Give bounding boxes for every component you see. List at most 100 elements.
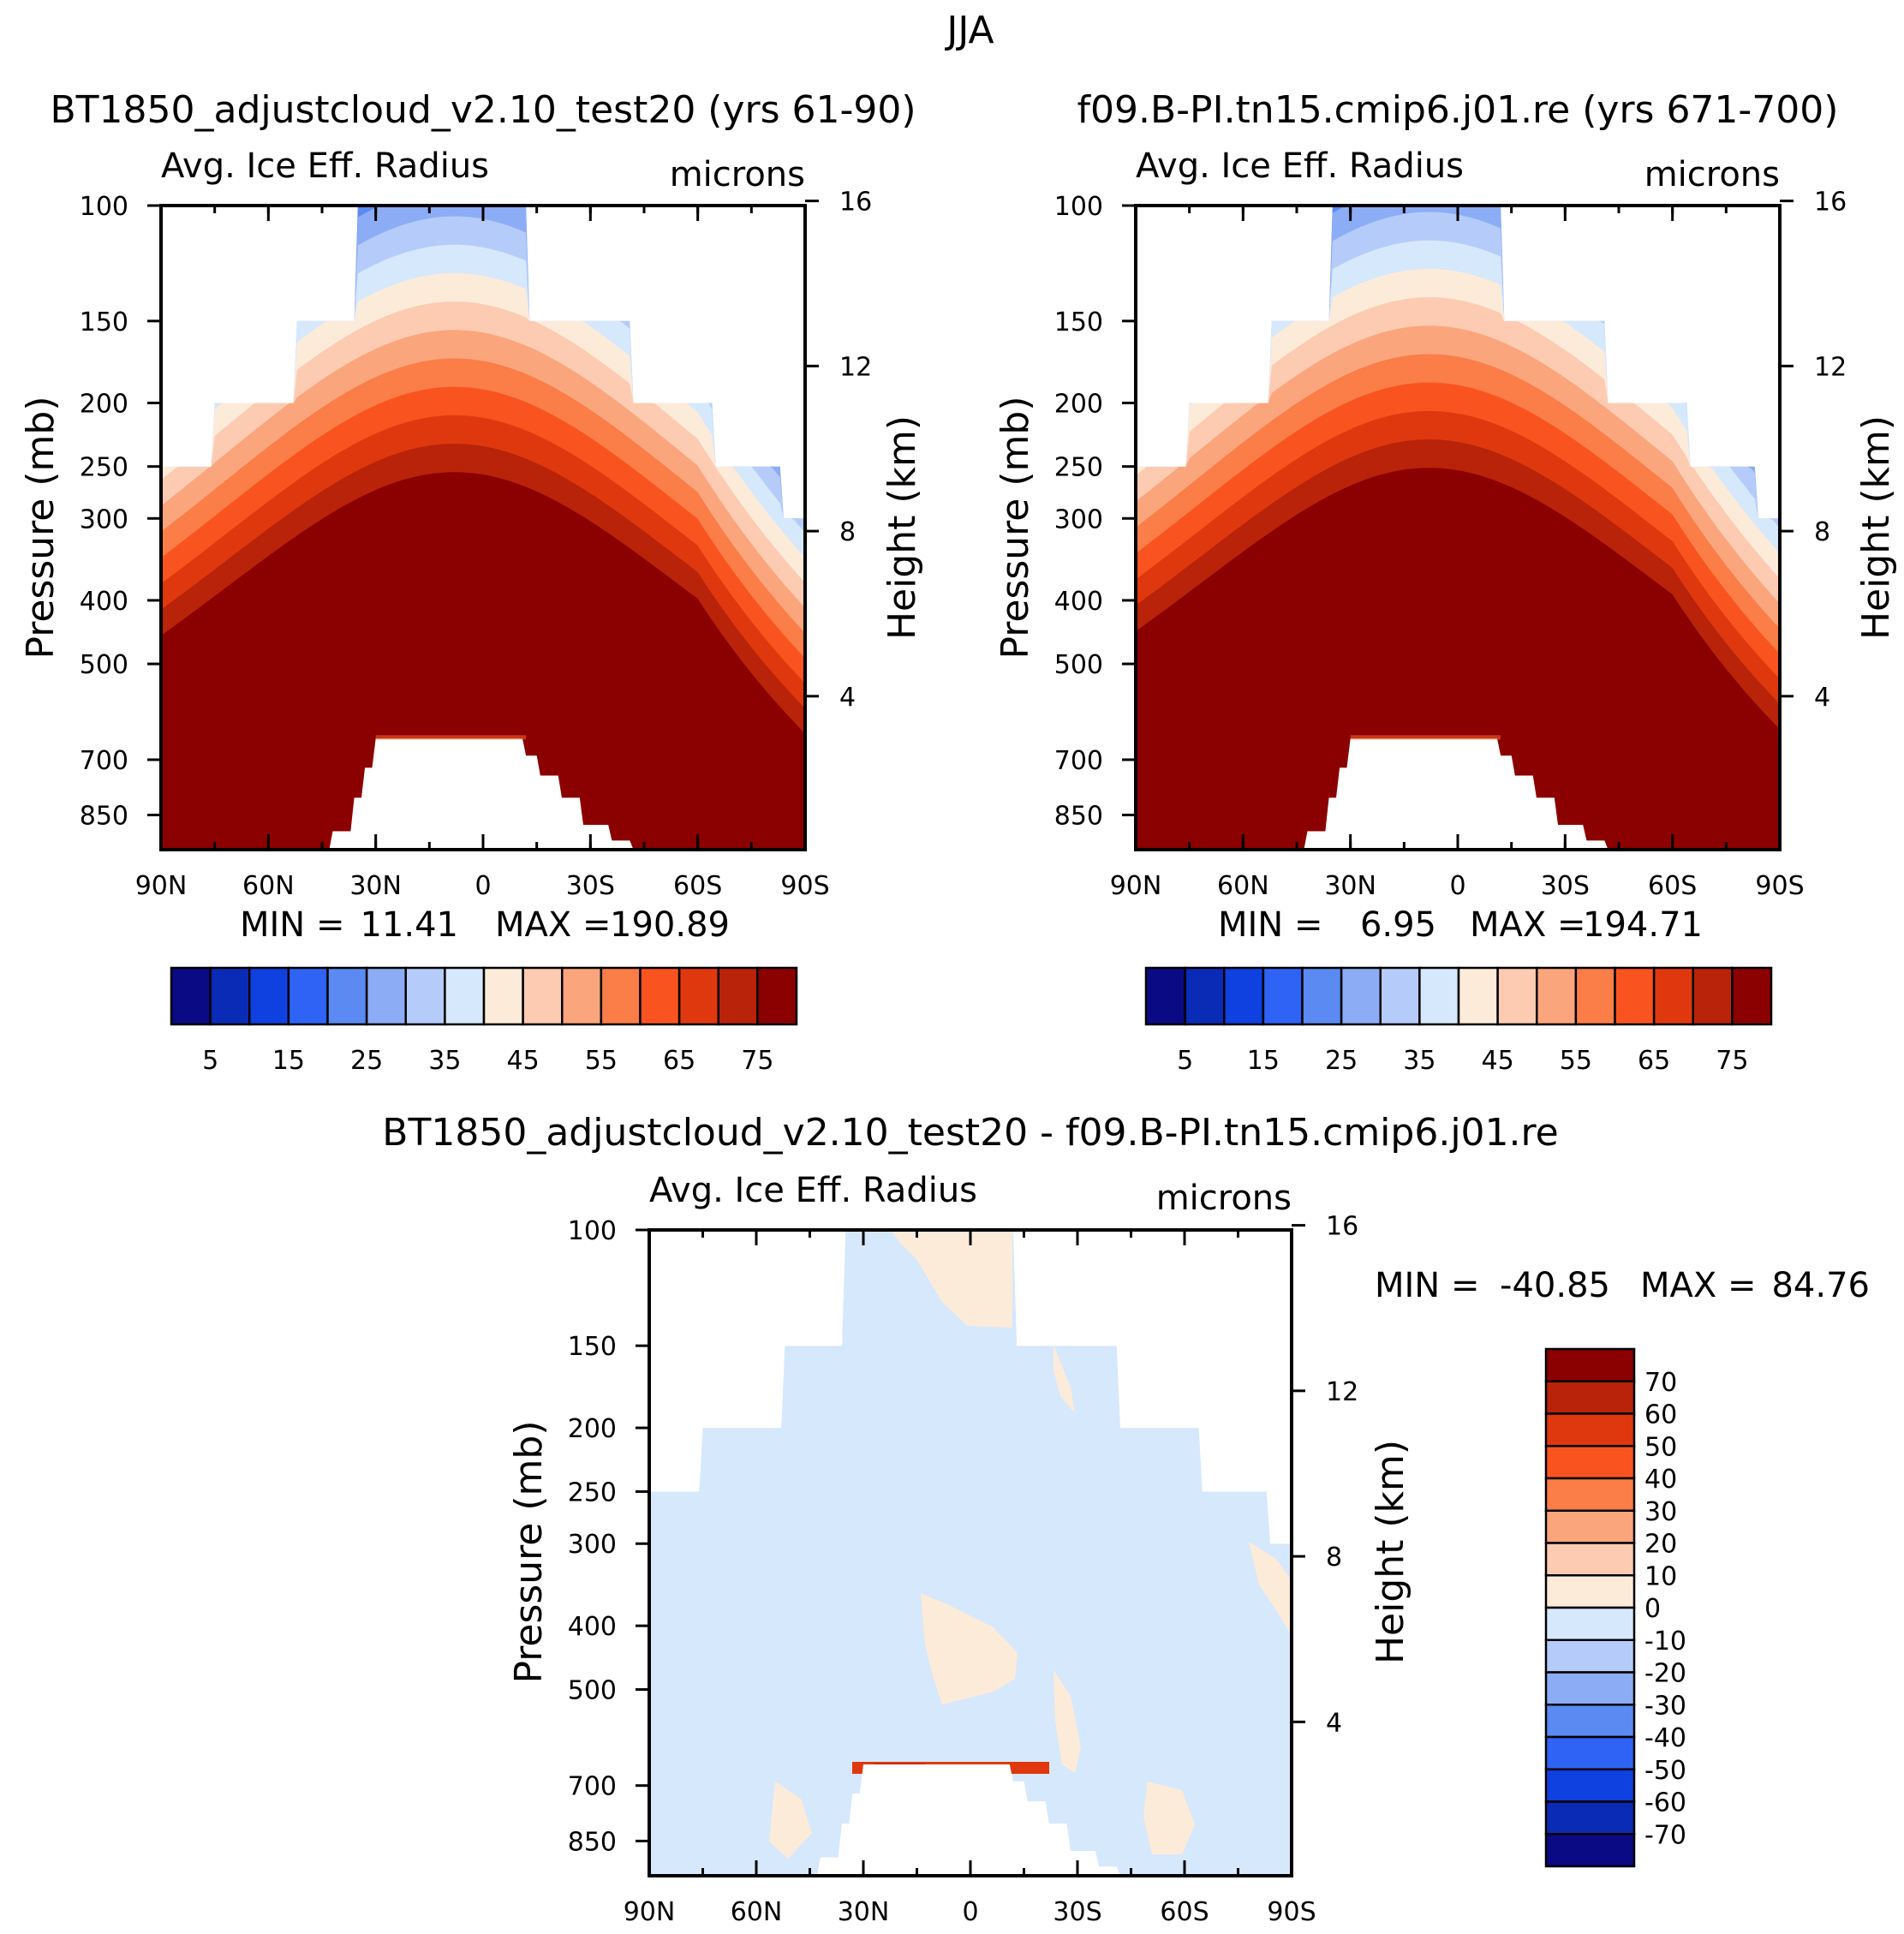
colorbar-box [1544, 1445, 1636, 1480]
y2-tick-label: 8 [1814, 517, 1830, 547]
y-tick-label: 500 [80, 650, 128, 680]
y2-tick-label: 16 [1326, 1212, 1358, 1242]
axes: 90N 60N 30N 0 30S 60S 90S 100 150 200 250 300 400 500… [80, 188, 872, 901]
colorbar-label: 60 [1644, 1400, 1677, 1430]
y-tick-label: 250 [80, 453, 128, 483]
contour-band [649, 1230, 1292, 1876]
x-tick-label: 90S [1267, 1897, 1316, 1927]
y-tick-label: 300 [80, 504, 128, 534]
panel-control: f09.B-PI.tn15.cmip6.j01.re (yrs 671-700)… [994, 88, 1898, 1076]
y2-tick-label: 12 [1326, 1377, 1358, 1407]
min-value: 11.41 [360, 905, 458, 945]
colorbar-label: -50 [1644, 1756, 1686, 1786]
colorbar-box [677, 966, 719, 1026]
x-tick-label: 30S [1541, 871, 1590, 901]
contour-band [1136, 468, 1780, 850]
variable-label: Avg. Ice Eff. Radius [1136, 146, 1464, 186]
x-tick-label: 0 [1449, 871, 1465, 901]
variable-label: Avg. Ice Eff. Radius [649, 1171, 977, 1210]
colorbar-label: 65 [663, 1046, 695, 1076]
colorbar-label: 45 [507, 1046, 540, 1076]
colorbar-box [639, 966, 681, 1026]
colorbar-box [365, 966, 407, 1026]
y-tick-label: 200 [80, 389, 128, 419]
colorbar-label: 55 [1560, 1046, 1592, 1076]
min-label: MIN = [240, 905, 344, 945]
colorbar-box [1418, 966, 1460, 1026]
x-tick-label: 30N [1324, 871, 1376, 901]
units-label: microns [670, 155, 805, 194]
x-tick-label: 90N [624, 1897, 676, 1927]
colorbar-box [1544, 1671, 1636, 1706]
colorbar-box [1652, 966, 1694, 1026]
y2-tick-label: 4 [1814, 683, 1830, 713]
colorbar-label: 50 [1644, 1432, 1677, 1462]
colorbar-box [1544, 1606, 1636, 1641]
x-tick-label: 60S [673, 871, 722, 901]
topography-mask [1136, 738, 1780, 850]
y-tick-label: 100 [80, 192, 128, 222]
colorbar-box [444, 966, 486, 1026]
colorbar-box [1262, 966, 1304, 1026]
colorbar-label: -70 [1644, 1820, 1686, 1850]
colorbar-label: -30 [1644, 1691, 1686, 1721]
colorbar-box [1544, 1639, 1636, 1674]
y2-axis-title: Height (km) [1369, 1440, 1412, 1664]
x-tick-label: 30S [1053, 1897, 1101, 1927]
colorbar-box [1544, 1833, 1636, 1868]
contour-band [769, 1782, 812, 1859]
colorbar-label: 65 [1638, 1046, 1670, 1076]
max-value: 190.89 [610, 905, 730, 945]
contour-band [1143, 1782, 1195, 1854]
colorbar-label: 25 [1325, 1046, 1358, 1076]
contour-band [1053, 1345, 1075, 1413]
y-tick-label: 400 [568, 1612, 617, 1642]
y-tick-label: 700 [1054, 746, 1103, 776]
axes: 90N 60N 30N 0 30S 60S 90S 100 150 200 250 300 400 500… [1054, 188, 1847, 901]
colorbar-box [600, 966, 642, 1026]
units-label: microns [1644, 155, 1780, 194]
y-tick-label: 700 [80, 746, 128, 776]
x-tick-label: 90N [135, 871, 188, 901]
contour-band [161, 472, 805, 850]
max-value: 84.76 [1771, 1266, 1870, 1305]
y-tick-label: 250 [568, 1477, 617, 1507]
y2-tick-label: 8 [1326, 1543, 1342, 1573]
colorbar-box [1544, 1509, 1636, 1544]
colorbar-label: -60 [1644, 1788, 1686, 1818]
y2-axis-title: Height (km) [880, 415, 924, 640]
colorbar-box [1544, 1542, 1636, 1577]
panel-difference: BT1850_adjustcloud_v2.10_test20 - f09.B-… [382, 1111, 1870, 1927]
colorbar-box [287, 966, 329, 1026]
y2-tick-label: 16 [1814, 188, 1847, 218]
colorbar-label: 55 [585, 1046, 618, 1076]
colorbar-box [522, 966, 564, 1026]
colorbar-box [1731, 966, 1773, 1026]
y-tick-label: 150 [568, 1332, 617, 1362]
colorbar-label: 10 [1644, 1561, 1677, 1591]
max-value: 194.71 [1583, 905, 1703, 945]
topography-mask [649, 1764, 1292, 1876]
colorbar-box [1574, 966, 1616, 1026]
min-value: 6.95 [1360, 905, 1436, 945]
colorbar: 5 15 25 35 45 55 65 75 [1144, 966, 1773, 1076]
max-label: MAX = [1640, 1266, 1757, 1305]
y-tick-label: 850 [568, 1827, 617, 1857]
x-tick-label: 0 [962, 1897, 978, 1927]
colorbar-label: 45 [1482, 1046, 1514, 1076]
x-tick-label: 30S [566, 871, 615, 901]
y2-tick-label: 4 [839, 683, 856, 713]
colorbar-box [1544, 1704, 1636, 1739]
colorbar-box [1544, 1768, 1636, 1803]
colorbar-box [1223, 966, 1265, 1026]
colorbar-box [1144, 966, 1186, 1026]
x-tick-label: 90S [1755, 871, 1804, 901]
colorbar-box [1340, 966, 1382, 1026]
y-tick-label: 150 [1054, 307, 1103, 337]
y-tick-label: 100 [568, 1216, 617, 1246]
colorbar-label: -10 [1644, 1627, 1686, 1656]
colorbar-label: 30 [1644, 1497, 1677, 1527]
y-tick-label: 300 [568, 1530, 617, 1560]
